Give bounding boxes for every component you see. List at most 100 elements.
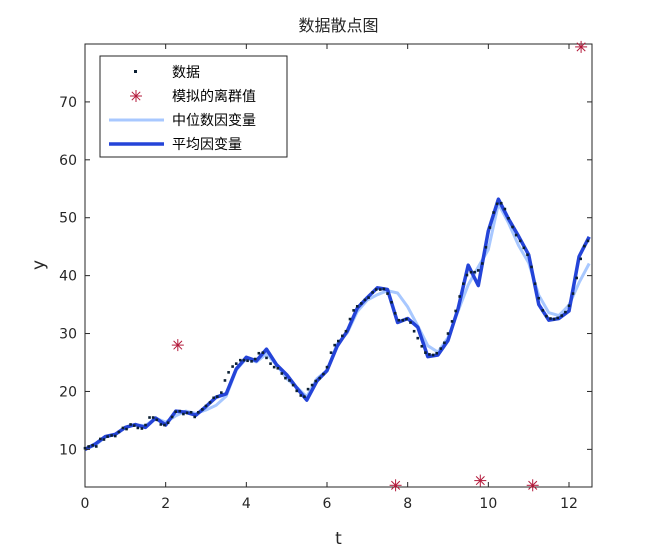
y-tick-label: 10 (59, 442, 77, 458)
data-point (545, 314, 548, 318)
data-point (518, 239, 522, 243)
data-point (303, 395, 306, 398)
data-point (163, 423, 166, 427)
data-point (446, 332, 450, 335)
data-point (261, 351, 265, 354)
data-point (87, 445, 90, 448)
data-point (159, 423, 163, 426)
data-point (371, 291, 374, 294)
data-point (458, 295, 462, 298)
data-point (140, 427, 144, 430)
data-point (469, 270, 473, 274)
x-tick-label: 2 (161, 496, 170, 512)
data-point (431, 353, 435, 357)
x-tick-label: 12 (560, 496, 578, 512)
data-point (443, 341, 446, 345)
data-point (201, 408, 204, 411)
y-tick-label: 60 (59, 153, 77, 169)
legend-asterisk-icon (130, 90, 142, 102)
data-point (560, 314, 564, 317)
data-point (564, 310, 567, 314)
data-point (522, 246, 526, 250)
y-tick-label: 50 (59, 211, 77, 227)
data-point (106, 435, 109, 438)
data-point (511, 225, 514, 229)
data-point (155, 418, 159, 422)
data-point (189, 410, 193, 414)
data-point (454, 309, 457, 313)
data-point (571, 292, 575, 295)
data-point (250, 360, 253, 363)
data-point (170, 415, 174, 419)
data-point (215, 395, 219, 398)
data-point (295, 389, 299, 393)
data-point (83, 446, 87, 450)
data-point (223, 379, 227, 382)
data-point (424, 351, 427, 354)
data-point (125, 427, 128, 431)
data-point (412, 329, 416, 333)
data-point (439, 347, 443, 350)
data-point (503, 207, 507, 211)
data-point (405, 317, 408, 321)
outlier-marker (474, 474, 487, 487)
data-point (492, 211, 495, 214)
data-point (541, 309, 545, 312)
data-point (336, 339, 340, 343)
data-point (416, 336, 420, 340)
data-point (390, 300, 393, 304)
data-point (462, 282, 465, 286)
data-point (182, 412, 185, 416)
data-point (212, 396, 215, 400)
data-point (185, 411, 189, 415)
data-point (382, 287, 386, 291)
legend-label-outliers: 模拟的离群值 (172, 88, 256, 105)
legend-label-data: 数据 (172, 65, 200, 81)
data-point (299, 394, 303, 397)
data-point (208, 401, 212, 404)
data-point (310, 383, 314, 387)
y-tick-label: 70 (59, 95, 77, 111)
data-point (537, 296, 541, 300)
data-point (344, 329, 348, 333)
data-point (363, 298, 367, 302)
legend-label-median: 中位数因变量 (172, 113, 256, 129)
data-point (359, 302, 363, 305)
data-point (151, 416, 155, 419)
data-point (272, 365, 276, 369)
data-point (329, 351, 333, 354)
legend-label-mean: 平均因变量 (172, 137, 242, 153)
data-point (476, 269, 480, 272)
data-point (269, 362, 272, 365)
data-point (136, 426, 140, 430)
data-point (257, 351, 261, 355)
data-point (473, 270, 476, 274)
outlier-marker (171, 339, 184, 352)
mean-line (84, 197, 591, 451)
data-point (495, 202, 499, 206)
data-point (242, 358, 246, 362)
data-point (420, 344, 424, 348)
data-point (378, 288, 382, 291)
data-point (227, 371, 230, 374)
y-tick-label: 40 (59, 269, 77, 285)
outlier-marker (389, 479, 402, 492)
outlier-marker (526, 479, 539, 492)
data-point (166, 421, 170, 425)
data-point (552, 317, 556, 321)
data-point (567, 304, 571, 308)
data-point (526, 253, 529, 257)
data-point (253, 357, 257, 361)
data-point (322, 372, 325, 376)
x-tick-label: 0 (81, 496, 90, 512)
data-point (265, 356, 268, 360)
data-point (409, 321, 412, 324)
data-point (514, 233, 518, 237)
data-point (291, 383, 295, 387)
x-tick-label: 4 (242, 496, 251, 512)
data-point (174, 410, 178, 414)
outlier-marker (575, 40, 588, 53)
data-point (102, 438, 106, 441)
point-layer (83, 201, 590, 450)
legend-box (99, 55, 288, 158)
